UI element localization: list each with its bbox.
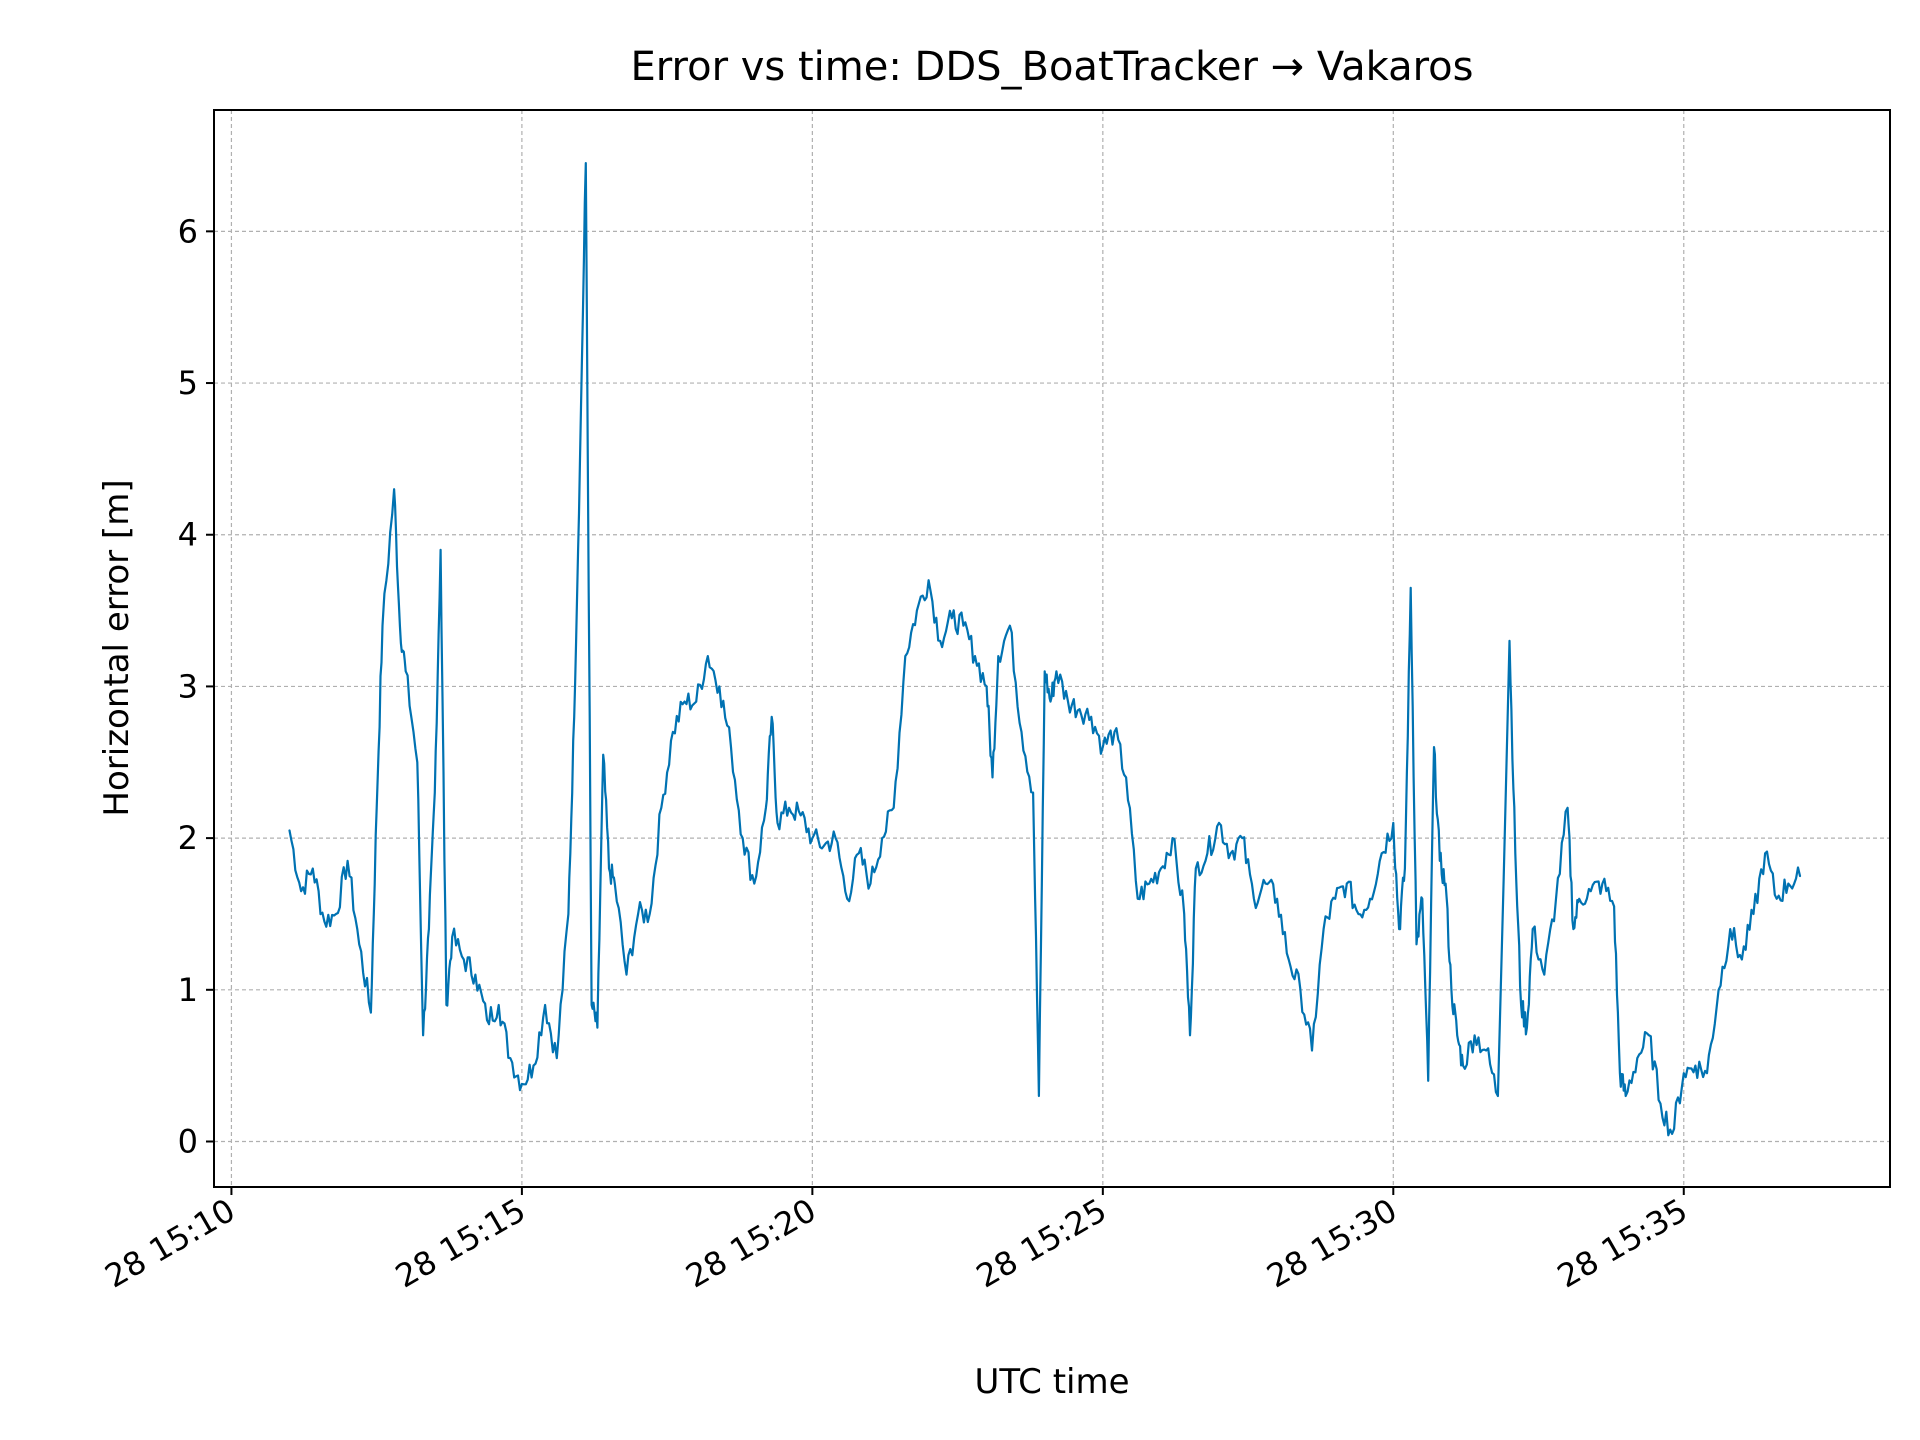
y-tick-label: 1 bbox=[178, 971, 198, 1009]
series-layer bbox=[288, 162, 1802, 1137]
y-axis-label: Horizontal error [m] bbox=[97, 479, 137, 816]
chart-title: Error vs time: DDS_BoatTracker → Vakaros bbox=[631, 44, 1474, 90]
y-tick-label: 0 bbox=[178, 1122, 198, 1160]
plot-frame bbox=[213, 109, 1891, 1188]
grid bbox=[214, 110, 1890, 1187]
x-tick-label: 28 15:20 bbox=[679, 1191, 822, 1295]
y-tick-label: 5 bbox=[178, 364, 198, 402]
ticks: 0 1 2 3 4 5 6 28 15:10 28 15:15 28 15:20 28 15:25 2… bbox=[98, 212, 1693, 1295]
x-tick-label: 28 15:10 bbox=[98, 1191, 241, 1295]
y-tick-label: 2 bbox=[178, 819, 198, 857]
x-tick-label: 28 15:30 bbox=[1260, 1191, 1403, 1295]
y-tick-label: 3 bbox=[178, 667, 198, 705]
y-tick-label: 6 bbox=[178, 212, 198, 250]
x-tick-label: 28 15:25 bbox=[970, 1191, 1113, 1295]
x-axis-label: UTC time bbox=[974, 1362, 1129, 1402]
series-line bbox=[288, 162, 1802, 1137]
y-tick-label: 4 bbox=[178, 516, 198, 554]
x-tick-label: 28 15:15 bbox=[389, 1191, 532, 1295]
x-tick-label: 28 15:35 bbox=[1551, 1191, 1694, 1295]
